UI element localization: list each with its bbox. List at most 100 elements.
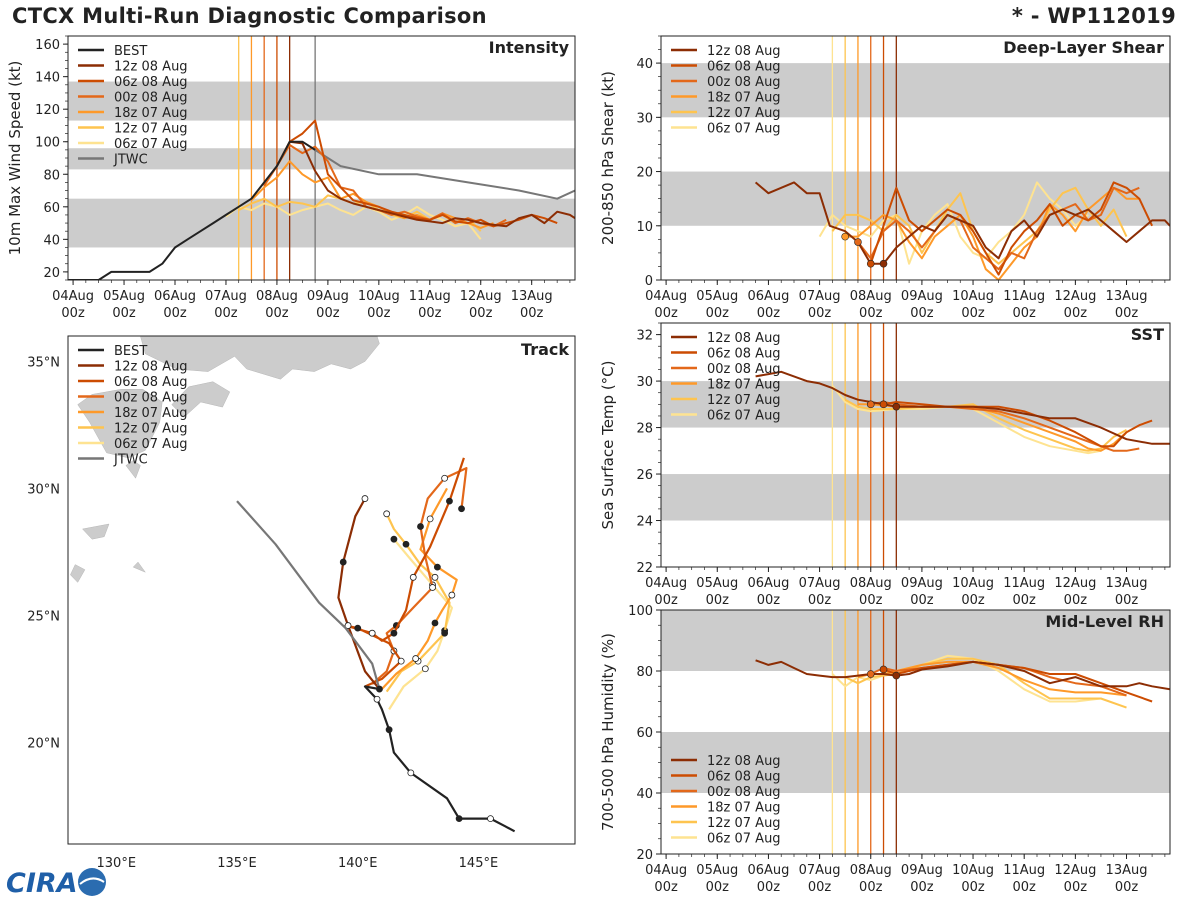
track-point-06z-07-aug	[390, 535, 398, 543]
x-tick-date: 04Aug	[52, 289, 94, 304]
series-line-06z-07-aug	[225, 202, 482, 240]
track-point-12z-08-aug	[339, 558, 347, 566]
logo-swirl-icon	[79, 877, 105, 885]
y-tick-label: 40	[636, 57, 653, 72]
shade-band	[661, 63, 1170, 118]
x-tick-date: 11Aug	[1003, 289, 1045, 304]
y-axis-label: 10m Max Wind Speed (kt)	[6, 61, 24, 256]
init-marker-06z-08-aug	[879, 400, 888, 409]
x-tick-date: 11Aug	[409, 289, 451, 304]
x-tick-hour: 00z	[859, 880, 883, 895]
legend-label-06z-07-aug: 06z 07 Aug	[707, 122, 781, 137]
x-tick-hour: 00z	[520, 306, 544, 321]
y-tick-label: 0	[645, 274, 653, 289]
legend-label-00z-08-aug: 00z 08 Aug	[114, 91, 188, 106]
init-marker-06z-08-aug	[866, 259, 875, 268]
x-tick-hour: 00z	[910, 306, 934, 321]
series-line-06z-08-aug	[869, 181, 1154, 276]
y-axis-label: 700-500 hPa Humidity (%)	[599, 633, 617, 831]
lon-tick-label: 145°E	[459, 856, 499, 871]
x-tick-hour: 00z	[1013, 593, 1037, 608]
x-tick-date: 08Aug	[850, 863, 892, 878]
x-tick-hour: 00z	[808, 593, 832, 608]
land-mass	[70, 564, 86, 583]
track-point-best	[373, 695, 381, 703]
x-tick-hour: 00z	[706, 593, 730, 608]
y-tick-label: 20	[43, 266, 60, 281]
x-tick-date: 11Aug	[1003, 576, 1045, 591]
legend-label-12z-07-aug: 12z 07 Aug	[114, 122, 188, 137]
x-tick-date: 06Aug	[747, 576, 789, 591]
track-point-06z-07-aug	[421, 665, 429, 673]
init-marker-00z-08-aug	[854, 238, 862, 246]
y-axis-label: Sea Surface Temp (°C)	[599, 360, 617, 529]
track-point-06z-08-aug	[390, 629, 398, 637]
x-tick-date: 09Aug	[901, 289, 943, 304]
x-tick-date: 12Aug	[1054, 863, 1096, 878]
track-point-12z-07-aug	[441, 629, 449, 637]
map-area	[70, 336, 516, 833]
x-tick-hour: 00z	[1115, 593, 1139, 608]
lon-tick-label: 135°E	[217, 856, 257, 871]
shade-band	[68, 81, 575, 121]
x-tick-hour: 00z	[61, 306, 85, 321]
legend-label-12z-07-aug: 12z 07 Aug	[707, 816, 781, 831]
track-point-18z-07-aug	[433, 563, 441, 571]
land-mass	[171, 381, 231, 418]
x-tick-date: 06Aug	[747, 863, 789, 878]
x-tick-hour: 00z	[757, 880, 781, 895]
y-tick-label: 30	[636, 375, 653, 390]
track-point-18z-07-aug	[448, 591, 456, 599]
shade-band	[661, 732, 1170, 793]
panel-title: Track	[521, 340, 569, 359]
track-line-best	[363, 685, 516, 833]
track-point-00z-08-aug	[441, 474, 449, 482]
x-tick-date: 04Aug	[645, 863, 687, 878]
track-point-06z-08-aug	[409, 573, 417, 581]
series-line-18z-07-aug	[845, 186, 1140, 280]
track-point-18z-07-aug	[431, 619, 439, 627]
x-tick-hour: 00z	[706, 880, 730, 895]
legend-label-18z-07-aug: 18z 07 Aug	[707, 378, 781, 393]
series-line-best	[68, 140, 316, 280]
y-tick-label: 26	[636, 468, 653, 483]
track-line-12z-08-aug	[337, 498, 381, 690]
legend-label-00z-08-aug: 00z 08 Aug	[707, 362, 781, 377]
storm-id: * - WP112019	[1011, 4, 1176, 28]
x-tick-date: 06Aug	[747, 289, 789, 304]
legend-label-06z-07-aug: 06z 07 Aug	[707, 832, 781, 847]
panel-title: Intensity	[489, 38, 570, 57]
y-tick-label: 20	[636, 848, 653, 863]
track-point-00z-08-aug	[429, 584, 436, 591]
series-line-00z-08-aug	[870, 401, 1140, 452]
y-tick-label: 20	[636, 166, 653, 181]
legend-label-jtwc: JTWC	[113, 153, 148, 168]
logo-globe-icon	[78, 868, 106, 896]
x-tick-hour: 00z	[961, 880, 985, 895]
x-tick-hour: 00z	[1013, 306, 1037, 321]
panel-title: Deep-Layer Shear	[1003, 38, 1164, 57]
x-tick-date: 05Aug	[696, 863, 738, 878]
track-point-best	[407, 769, 415, 777]
legend-label-06z-07-aug: 06z 07 Aug	[114, 137, 188, 152]
shade-band	[661, 474, 1170, 521]
shade-band	[68, 148, 575, 170]
track-point-12z-07-aug	[383, 510, 391, 518]
land-mass	[132, 561, 147, 573]
y-tick-label: 60	[636, 726, 653, 741]
track-line-jtwc	[236, 500, 381, 690]
lon-tick-label: 130°E	[97, 856, 137, 871]
track-point-06z-08-aug	[368, 629, 376, 637]
y-tick-label: 22	[636, 561, 653, 576]
y-tick-label: 32	[636, 329, 653, 344]
legend-label-06z-08-aug: 06z 08 Aug	[707, 770, 781, 785]
panel-title: Mid-Level RH	[1045, 612, 1164, 631]
y-tick-label: 160	[35, 38, 60, 53]
x-tick-hour: 00z	[1013, 880, 1037, 895]
series-line-jtwc	[314, 149, 575, 200]
track-point-18z-07-aug	[412, 655, 420, 662]
x-tick-hour: 00z	[808, 306, 832, 321]
track-point-12z-08-aug	[361, 495, 369, 502]
legend-label-best: BEST	[114, 44, 147, 59]
x-tick-hour: 00z	[112, 306, 136, 321]
